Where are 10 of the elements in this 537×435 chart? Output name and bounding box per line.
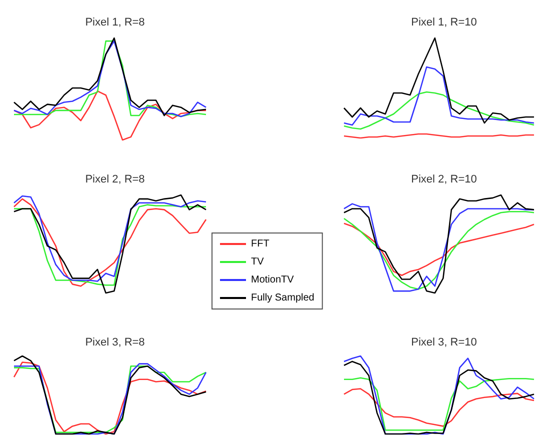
- chart-title: Pixel 2, R=8: [85, 174, 145, 186]
- legend-label: TV: [251, 256, 264, 268]
- legend-label: Fully Sampled: [251, 292, 314, 304]
- chart-title: Pixel 1, R=8: [85, 16, 145, 28]
- chart-title: Pixel 2, R=10: [411, 174, 477, 186]
- chart-title: Pixel 1, R=10: [411, 16, 477, 28]
- legend-label: MotionTV: [251, 274, 294, 286]
- chart-title: Pixel 3, R=10: [411, 336, 477, 348]
- chart-title: Pixel 3, R=8: [85, 336, 145, 348]
- legend-label: FFT: [251, 238, 270, 250]
